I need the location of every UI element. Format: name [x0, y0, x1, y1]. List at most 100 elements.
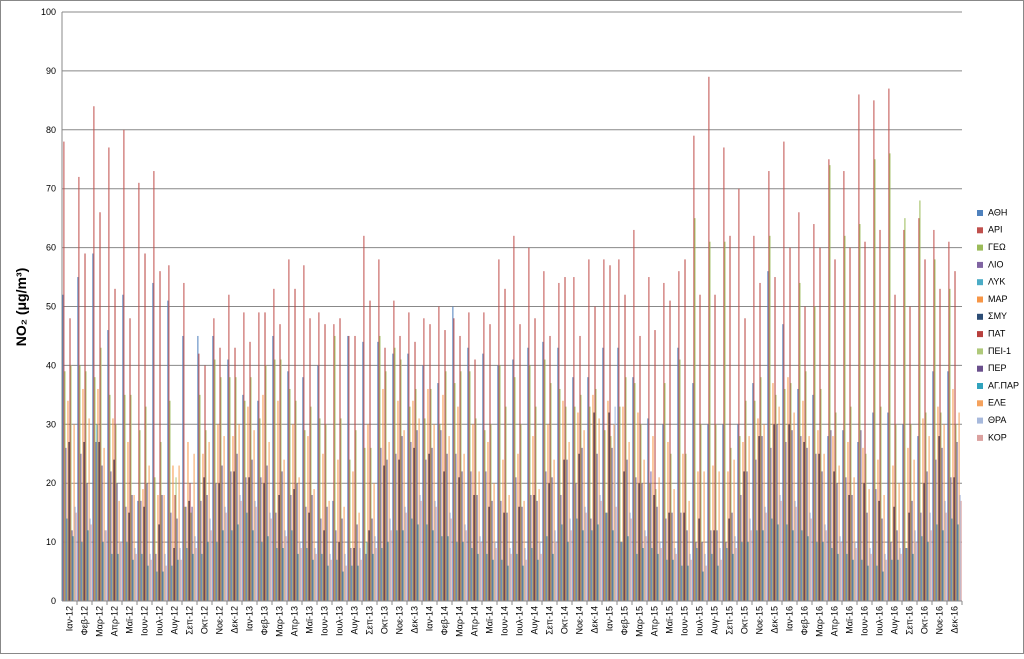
bar	[702, 571, 704, 601]
bar	[522, 565, 524, 601]
bar	[279, 324, 281, 601]
x-tick-label: Μαρ-15	[635, 606, 645, 637]
bar	[580, 394, 582, 601]
bar	[819, 247, 821, 601]
bar	[92, 253, 94, 602]
bar	[237, 524, 239, 601]
bar	[722, 424, 724, 601]
bar	[609, 265, 611, 601]
bar	[764, 506, 766, 601]
bar	[408, 312, 410, 601]
bar	[173, 547, 175, 601]
bar	[262, 394, 264, 601]
bar	[305, 506, 307, 601]
x-tick-label: Ιουν-16	[860, 606, 870, 636]
bar	[919, 200, 921, 602]
bar	[284, 530, 286, 601]
bar	[895, 424, 897, 601]
x-tick-label: Ιουν-15	[680, 606, 690, 636]
bar	[422, 365, 424, 601]
bar	[135, 553, 137, 601]
bar	[675, 553, 677, 601]
bar	[863, 483, 865, 601]
bar	[149, 553, 151, 601]
bar	[74, 506, 76, 601]
bar	[896, 530, 898, 601]
bar	[637, 412, 639, 601]
x-tick-label: Φεβ-15	[620, 606, 630, 635]
bar	[183, 282, 185, 601]
bar	[850, 406, 852, 601]
bar	[733, 459, 735, 601]
x-tick-label: Σεπ-13	[365, 606, 375, 635]
bar	[395, 453, 397, 601]
bar	[594, 306, 596, 601]
bar	[231, 530, 233, 601]
bar	[574, 406, 576, 601]
bar	[938, 436, 940, 601]
bar	[213, 318, 215, 601]
bar	[632, 377, 634, 601]
bar	[665, 518, 667, 601]
bar	[695, 542, 697, 601]
bar	[519, 324, 521, 601]
bar	[497, 365, 499, 601]
bar	[852, 559, 854, 601]
bar	[800, 436, 802, 601]
bar	[351, 565, 353, 601]
bar	[903, 229, 905, 601]
bar	[306, 547, 308, 601]
bar	[425, 459, 427, 601]
bar	[500, 500, 502, 601]
bar	[626, 459, 628, 601]
bar	[508, 494, 510, 601]
bar	[115, 424, 117, 601]
bar	[431, 447, 433, 601]
bar	[381, 547, 383, 601]
bar	[206, 494, 208, 601]
bar	[94, 377, 96, 601]
bar	[313, 489, 315, 601]
bar	[435, 506, 437, 601]
bar	[627, 536, 629, 601]
bar	[129, 318, 131, 601]
bar	[152, 282, 154, 601]
x-tick-label: Οκτ-12	[200, 606, 210, 634]
bar	[340, 418, 342, 601]
bar	[829, 165, 831, 601]
bar	[554, 530, 556, 601]
bar	[682, 453, 684, 601]
bar	[288, 259, 290, 601]
bar	[75, 512, 77, 601]
x-tick-label: Απρ-14	[470, 606, 480, 636]
x-tick-label: Δεκ-15	[770, 606, 780, 634]
bar	[787, 377, 789, 601]
bar	[71, 530, 73, 601]
bar	[234, 347, 236, 601]
bar	[589, 406, 591, 601]
bar	[776, 424, 778, 601]
bar	[491, 500, 493, 601]
bar	[789, 247, 791, 601]
bar	[714, 294, 716, 601]
bar	[922, 418, 924, 601]
bar	[718, 471, 720, 601]
bar	[613, 424, 615, 601]
bar	[562, 400, 564, 601]
bar	[643, 459, 645, 601]
bar	[100, 347, 102, 601]
bar	[128, 512, 130, 601]
bar	[368, 530, 370, 601]
bar	[77, 277, 79, 601]
bar	[553, 459, 555, 601]
bar	[870, 553, 872, 601]
bar	[455, 453, 457, 601]
bar	[667, 441, 669, 601]
bar	[942, 530, 944, 601]
bar	[501, 559, 503, 601]
x-tick-label: Ιαν-16	[785, 606, 795, 631]
bar	[437, 383, 439, 601]
bar	[795, 506, 797, 601]
bar	[928, 436, 930, 601]
bar	[250, 377, 252, 601]
